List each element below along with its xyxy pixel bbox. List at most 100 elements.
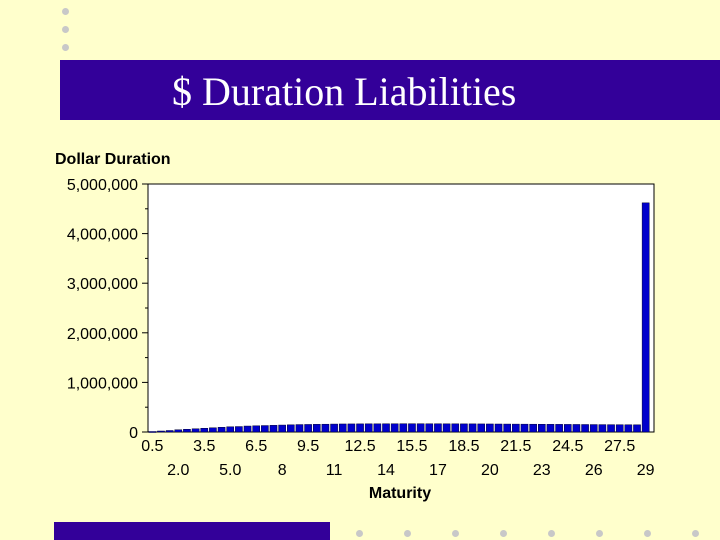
bar: [278, 424, 286, 433]
bar: [321, 423, 330, 433]
bar: [356, 423, 364, 433]
bar: [157, 430, 165, 433]
bar: [209, 427, 217, 433]
bar: [486, 423, 494, 433]
bar: [148, 431, 157, 433]
bar: [304, 424, 312, 433]
bar: [563, 424, 572, 433]
x-tick-label: 12.5: [344, 438, 375, 455]
footer-dot: [692, 530, 699, 537]
x-tick-label: 23: [533, 462, 551, 479]
bullet-dot: [62, 26, 69, 33]
bar: [252, 425, 260, 433]
x-tick-label: 26: [585, 462, 603, 479]
bar: [641, 202, 650, 433]
bar: [347, 423, 356, 433]
x-tick-label: 27.5: [604, 438, 635, 455]
bar: [330, 423, 338, 433]
bar: [373, 423, 382, 433]
bar: [598, 424, 607, 433]
x-tick-label: 17: [429, 462, 447, 479]
bar: [226, 426, 235, 433]
y-tick-label: 1,000,000: [67, 375, 138, 392]
footer-dot: [548, 530, 555, 537]
bar: [269, 425, 278, 433]
y-tick-label: 3,000,000: [67, 276, 138, 293]
bar: [538, 424, 546, 433]
bar: [494, 423, 503, 433]
bar: [399, 423, 408, 433]
bar: [243, 425, 252, 433]
x-tick-label: 9.5: [297, 438, 319, 455]
footer-dot: [596, 530, 603, 537]
bar: [217, 427, 226, 433]
title-bar: $ Duration Liabilities: [60, 60, 720, 120]
footer-dot: [644, 530, 651, 537]
bar: [191, 428, 200, 433]
x-tick-label: 29: [637, 462, 655, 479]
bar: [165, 430, 174, 433]
bar: [442, 423, 451, 433]
bar: [477, 423, 486, 433]
bar: [468, 423, 477, 433]
footer-dot: [452, 530, 459, 537]
bar: [572, 424, 581, 433]
bullet-dot: [62, 8, 69, 15]
bar: [287, 424, 295, 433]
x-tick-label: 14: [377, 462, 395, 479]
bar: [555, 424, 563, 433]
x-tick-label: 0.5: [141, 438, 163, 455]
bar: [261, 425, 269, 433]
x-tick-label: 24.5: [552, 438, 583, 455]
y-tick-label: 4,000,000: [67, 227, 138, 244]
footer-bar: [54, 522, 330, 540]
bar: [235, 426, 243, 433]
bar: [295, 424, 304, 433]
x-tick-label: 6.5: [245, 438, 267, 455]
bar: [451, 423, 460, 433]
bar: [338, 423, 347, 433]
x-tick-label: 2.0: [167, 462, 189, 479]
bar: [416, 423, 425, 433]
bar: [390, 423, 399, 433]
bar: [382, 423, 390, 433]
bar: [589, 424, 598, 433]
bar: [200, 428, 209, 433]
x-tick-label: 8: [278, 462, 287, 479]
slide-title: $ Duration Liabilities: [172, 69, 517, 114]
bar-series: [148, 202, 650, 433]
bar: [408, 423, 416, 433]
bar: [312, 424, 321, 433]
bar: [512, 423, 520, 433]
x-axis: 0.5 3.5 6.5 9.5 12.5 15.5 18.5 21.5 24.5 27.5 2.0 5…: [141, 438, 654, 479]
bar: [581, 424, 589, 433]
x-tick-label: 15.5: [396, 438, 427, 455]
bar: [546, 424, 555, 433]
x-tick-label: 3.5: [193, 438, 215, 455]
bar: [425, 423, 434, 433]
y-tick-label: 5,000,000: [67, 177, 138, 194]
bar: [615, 424, 624, 433]
x-tick-label: 5.0: [219, 462, 241, 479]
bar: [434, 423, 442, 433]
bar: [503, 423, 511, 433]
plot-area: [147, 183, 655, 433]
bullet-dot: [62, 44, 69, 51]
footer-dot: [500, 530, 507, 537]
y-axis: 5,000,000 4,000,000 3,000,000 2,000,000 1,00…: [67, 177, 148, 442]
x-tick-label: 11: [326, 462, 343, 479]
bar: [520, 423, 529, 433]
y-tick-label: 2,000,000: [67, 326, 138, 343]
bar: [607, 424, 615, 433]
x-tick-label: 20: [481, 462, 499, 479]
bar: [183, 429, 191, 433]
bar: [460, 423, 468, 433]
x-axis-label: Maturity: [369, 485, 431, 502]
bar: [529, 423, 537, 433]
footer-dot: [404, 530, 411, 537]
footer-dot: [356, 530, 363, 537]
x-tick-label: 18.5: [448, 438, 479, 455]
bar: [633, 424, 641, 433]
bar: [624, 424, 633, 433]
